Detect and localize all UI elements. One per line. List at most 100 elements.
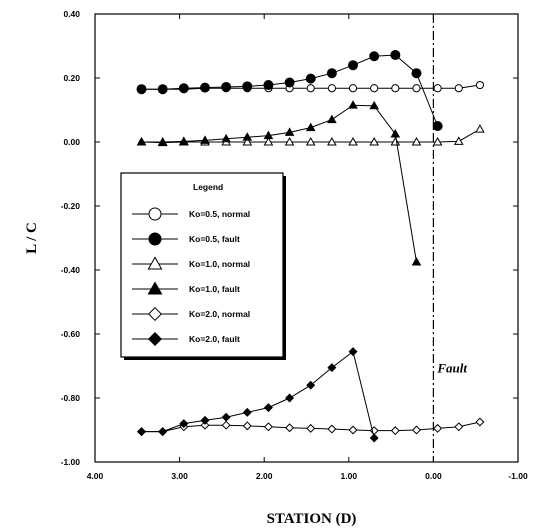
data-point xyxy=(242,407,252,417)
data-point xyxy=(136,84,147,95)
data-point xyxy=(178,83,189,94)
data-point xyxy=(157,84,168,95)
x-tick-label: 2.00 xyxy=(256,471,273,481)
legend-marker xyxy=(147,306,163,322)
data-point xyxy=(157,137,168,146)
legend-marker xyxy=(147,331,163,347)
data-point xyxy=(284,127,295,136)
data-point xyxy=(137,427,147,437)
x-axis-title: STATION (D) xyxy=(267,511,357,527)
data-point xyxy=(348,137,358,146)
data-point xyxy=(242,421,252,431)
data-point xyxy=(327,137,337,146)
legend-label: Ko=1.0, normal xyxy=(189,259,250,269)
legend-marker xyxy=(148,207,162,221)
data-point xyxy=(305,73,316,84)
data-point xyxy=(390,426,400,436)
data-point xyxy=(433,84,442,93)
data-point xyxy=(327,363,337,373)
data-point xyxy=(242,132,253,141)
fault-annotation: Fault xyxy=(436,360,467,375)
x-tick-label: 3.00 xyxy=(171,471,188,481)
data-point xyxy=(454,422,464,432)
legend-entry: Ko=2.0, fault xyxy=(132,331,240,347)
data-point xyxy=(475,124,485,133)
x-tick-label: -1.00 xyxy=(508,471,528,481)
data-point xyxy=(348,100,358,109)
data-point xyxy=(327,114,337,124)
data-point xyxy=(305,137,316,146)
data-point xyxy=(453,136,464,145)
series-3 xyxy=(136,100,422,266)
data-point xyxy=(433,423,443,433)
legend-label: Ko=0.5, normal xyxy=(189,209,250,219)
plot-frame xyxy=(94,13,519,463)
data-point xyxy=(369,51,380,62)
y-tick-label: 0.00 xyxy=(63,137,80,147)
data-point xyxy=(390,49,401,60)
data-point xyxy=(263,80,274,91)
data-point xyxy=(221,81,232,92)
data-point xyxy=(200,420,210,430)
data-point xyxy=(285,393,295,403)
legend-title: Legend xyxy=(193,182,223,192)
data-point xyxy=(306,380,316,390)
y-tick-label: -1.00 xyxy=(61,457,81,467)
x-tick-label: 4.00 xyxy=(87,471,104,481)
data-point xyxy=(369,137,380,146)
data-point xyxy=(327,424,337,434)
data-point xyxy=(200,135,210,144)
series-4 xyxy=(137,417,485,437)
data-point xyxy=(432,137,443,146)
y-tick-label: 0.20 xyxy=(63,73,80,83)
data-point xyxy=(348,60,359,71)
data-point xyxy=(411,137,422,146)
series-line xyxy=(141,350,375,439)
legend-entry: Ko=1.0, normal xyxy=(132,256,250,270)
data-point xyxy=(432,121,443,131)
data-point xyxy=(242,81,253,92)
legend-label: Ko=2.0, fault xyxy=(189,334,240,344)
data-point xyxy=(454,84,463,93)
y-axis-title: L / C xyxy=(24,222,40,254)
data-point xyxy=(412,84,421,93)
series-2 xyxy=(136,124,485,147)
data-point xyxy=(411,68,422,79)
data-point xyxy=(305,122,316,132)
data-point xyxy=(284,77,295,88)
data-point xyxy=(242,137,253,146)
y-tick-label: -0.40 xyxy=(61,265,81,275)
data-point xyxy=(348,84,358,93)
data-point xyxy=(158,427,168,437)
data-point xyxy=(326,68,337,79)
data-point xyxy=(263,422,273,432)
y-tick-label: -0.80 xyxy=(61,393,81,403)
legend-entry: Ko=2.0, normal xyxy=(132,306,250,322)
data-point xyxy=(179,419,189,429)
legend-marker xyxy=(148,232,162,246)
data-point xyxy=(284,137,295,146)
series-line xyxy=(141,104,417,263)
data-point xyxy=(348,347,358,357)
data-point xyxy=(390,129,401,138)
x-tick-label: 1.00 xyxy=(341,471,358,481)
data-point xyxy=(306,423,316,433)
data-point xyxy=(348,425,358,435)
legend-label: Ko=1.0, fault xyxy=(189,284,240,294)
data-point xyxy=(370,84,379,93)
data-point xyxy=(136,137,147,146)
legend-marker xyxy=(147,281,163,295)
legend-marker xyxy=(147,256,163,270)
legend-entry: Ko=0.5, fault xyxy=(132,232,240,246)
data-point xyxy=(369,433,379,443)
legend-entry: Ko=1.0, fault xyxy=(132,281,240,295)
y-tick-label: 0.40 xyxy=(63,9,80,19)
data-point xyxy=(475,417,485,427)
y-tick-label: -0.60 xyxy=(61,329,81,339)
data-point xyxy=(327,84,336,93)
data-point xyxy=(285,423,295,433)
data-point xyxy=(411,257,422,266)
data-point xyxy=(369,100,380,110)
legend-label: Ko=2.0, normal xyxy=(189,309,250,319)
